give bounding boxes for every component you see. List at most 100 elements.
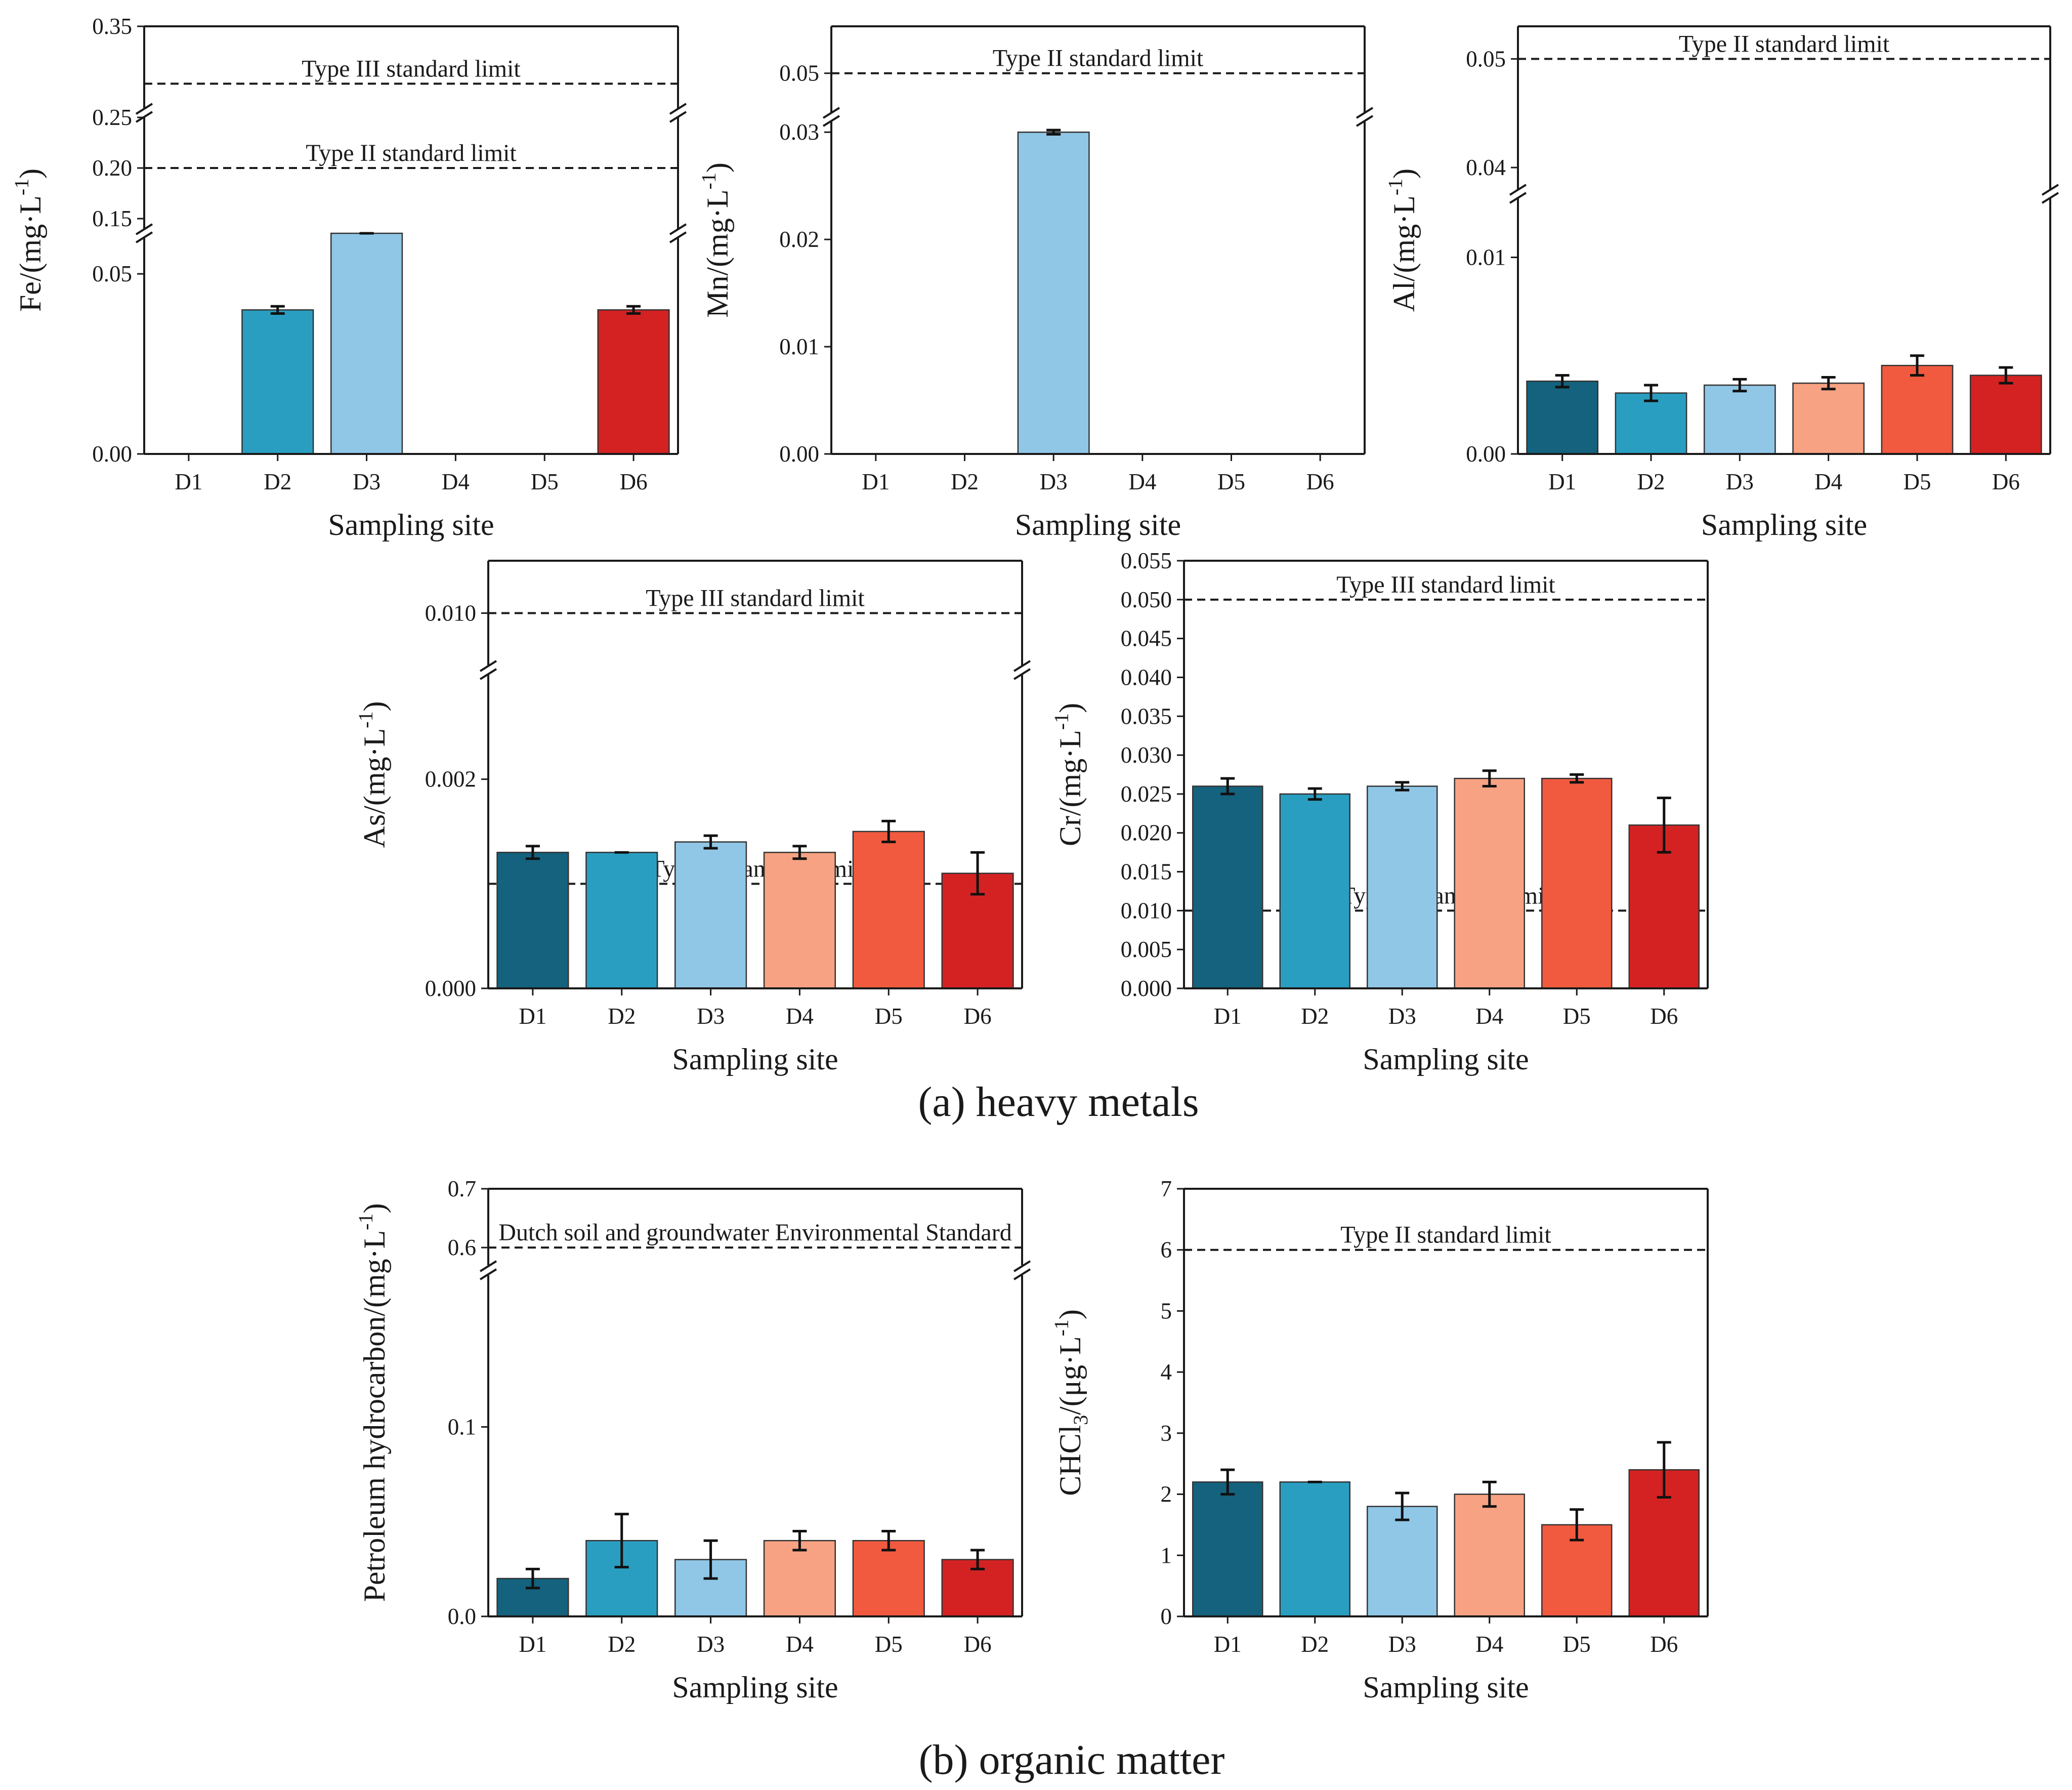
- y-tick-label: 0.03: [779, 119, 819, 145]
- y-label-text: Al/(mg·L: [1387, 195, 1421, 312]
- axis-break-mark: [822, 115, 840, 127]
- bar-D3: [1367, 1506, 1438, 1617]
- x-tick-label: D2: [951, 469, 979, 494]
- x-tick-label: D3: [697, 1004, 725, 1029]
- x-axis-label: Sampling site: [1363, 1671, 1529, 1704]
- x-tick-label: D2: [264, 469, 291, 494]
- y-axis-label: Petroleum hydrocarbon/(mg·L-1): [354, 1203, 391, 1602]
- bar-D1: [1192, 1481, 1263, 1617]
- y-tick-label: 0.00: [92, 441, 132, 467]
- y-label-text: Cr/(mg·L: [1053, 730, 1087, 846]
- bar-D1: [1192, 785, 1263, 989]
- chart-mn: Type II standard limit D1 D2 D3 D4 D5 D6 0.00 0.…: [697, 25, 1374, 542]
- y-tick-label: 0.05: [1466, 46, 1506, 71]
- x-tick-label: D4: [1475, 1632, 1503, 1657]
- x-axis-label: Sampling site: [1015, 508, 1181, 542]
- axis-break-mark: [2041, 184, 2059, 196]
- axis-break-mark: [1013, 1268, 1031, 1280]
- y-tick-label: 0.1: [448, 1414, 476, 1440]
- y-axis-label: Cr/(mg·L-1): [1050, 703, 1087, 846]
- y-tick-label: 0.005: [1121, 937, 1172, 962]
- y-tick-label: 0.35: [92, 14, 132, 39]
- y-label-text: Mn/(mg·L: [701, 190, 734, 318]
- x-axis-label: Sampling site: [672, 1671, 838, 1704]
- y-label-sup: -1: [697, 173, 720, 189]
- y-label-text: Fe/(mg·L: [14, 195, 47, 312]
- x-tick-label: D4: [1128, 469, 1156, 494]
- y-tick-label: 0.045: [1121, 626, 1172, 651]
- axis-break-mark: [669, 111, 687, 123]
- x-tick-label: D3: [1388, 1632, 1416, 1657]
- axis-break-mark: [669, 103, 687, 115]
- x-axis-label: Sampling site: [1363, 1043, 1529, 1076]
- bar-D6: [597, 309, 670, 455]
- bar-D5: [852, 1539, 925, 1617]
- y-tick-label: 0.000: [425, 976, 476, 1001]
- y-label-sup: -1: [1050, 1319, 1073, 1336]
- bar-D2: [1279, 793, 1350, 989]
- bar-D2: [241, 309, 314, 455]
- limit-label: Type III standard limit: [646, 585, 865, 612]
- limit-label: Type II standard limit: [993, 45, 1204, 72]
- y-tick-label: 0: [1161, 1604, 1172, 1629]
- y-tick-label: 0.00: [779, 441, 819, 467]
- y-tick-label: 0.15: [92, 206, 132, 231]
- x-tick-label: D5: [1563, 1632, 1591, 1657]
- y-label-sub: 3: [1069, 1415, 1092, 1425]
- x-tick-label: D1: [862, 469, 890, 494]
- y-tick-label: 0.05: [779, 61, 819, 86]
- x-tick-label: D6: [1650, 1004, 1678, 1029]
- y-label-sup: -1: [1050, 713, 1073, 730]
- x-tick-label: D3: [1040, 469, 1068, 494]
- y-tick-label: 0.050: [1121, 587, 1172, 612]
- caption-organic-matter: (b) organic matter: [919, 1736, 1225, 1783]
- x-tick-label: D5: [1563, 1004, 1591, 1029]
- x-tick-label: D1: [519, 1632, 546, 1657]
- chart-al: Type II standard limit D1 D2 D3 D4 D5 D6 0.00 0.…: [1384, 25, 2059, 542]
- limit-label: Type II standard limit: [1340, 1222, 1551, 1248]
- y-label-sup: -1: [354, 1213, 377, 1230]
- y-label-sup: -1: [354, 712, 377, 728]
- y-label-end: ): [1387, 169, 1421, 179]
- y-axis-label: As/(mg·L-1): [354, 701, 391, 848]
- y-tick-label: 7: [1161, 1176, 1172, 1201]
- x-tick-label: D4: [786, 1004, 814, 1029]
- y-tick-label: 0.25: [92, 105, 132, 130]
- x-tick-label: D5: [531, 469, 559, 494]
- y-label-mid: /(μg·L: [1053, 1336, 1087, 1414]
- axis-break-mark: [479, 1268, 497, 1280]
- x-tick-label: D6: [964, 1004, 992, 1029]
- y-label-sup: -1: [1384, 179, 1407, 195]
- bar-D3: [674, 841, 747, 989]
- axis-break-mark: [135, 223, 153, 235]
- x-axis-label: Sampling site: [672, 1043, 838, 1076]
- x-tick-label: D3: [1726, 469, 1754, 494]
- y-tick-label: 0.040: [1121, 664, 1172, 690]
- x-tick-label: D3: [1388, 1004, 1416, 1029]
- bar-D2: [1615, 392, 1687, 455]
- chart-chcl3: Type II standard limit D1 D2 D3 D4 D5 D6 0 1 2 3 4 5…: [1050, 1176, 1709, 1704]
- y-tick-label: 0.04: [1466, 155, 1506, 180]
- bar-D4: [1454, 777, 1525, 989]
- limit-label: Type II standard limit: [306, 140, 517, 166]
- bar-D2: [585, 852, 658, 989]
- x-tick-label: D2: [608, 1004, 636, 1029]
- y-tick-label: 0.05: [92, 261, 132, 286]
- y-tick-label: 0.010: [1121, 898, 1172, 923]
- x-tick-label: D2: [1637, 469, 1665, 494]
- axis-break-mark: [1013, 668, 1031, 680]
- y-axis-label: Fe/(mg·L-1): [10, 169, 47, 312]
- axis-break-mark: [1013, 660, 1031, 672]
- bar-D1: [1526, 381, 1599, 455]
- y-tick-label: 0.0: [448, 1604, 476, 1629]
- x-tick-label: D5: [1904, 469, 1931, 494]
- bar-D1: [496, 852, 569, 989]
- bar-D2: [1279, 1481, 1350, 1617]
- x-axis-label: Sampling site: [1701, 508, 1867, 542]
- y-tick-label: 0.002: [425, 767, 476, 792]
- x-tick-label: D1: [1214, 1004, 1242, 1029]
- axis-break-mark: [669, 223, 687, 235]
